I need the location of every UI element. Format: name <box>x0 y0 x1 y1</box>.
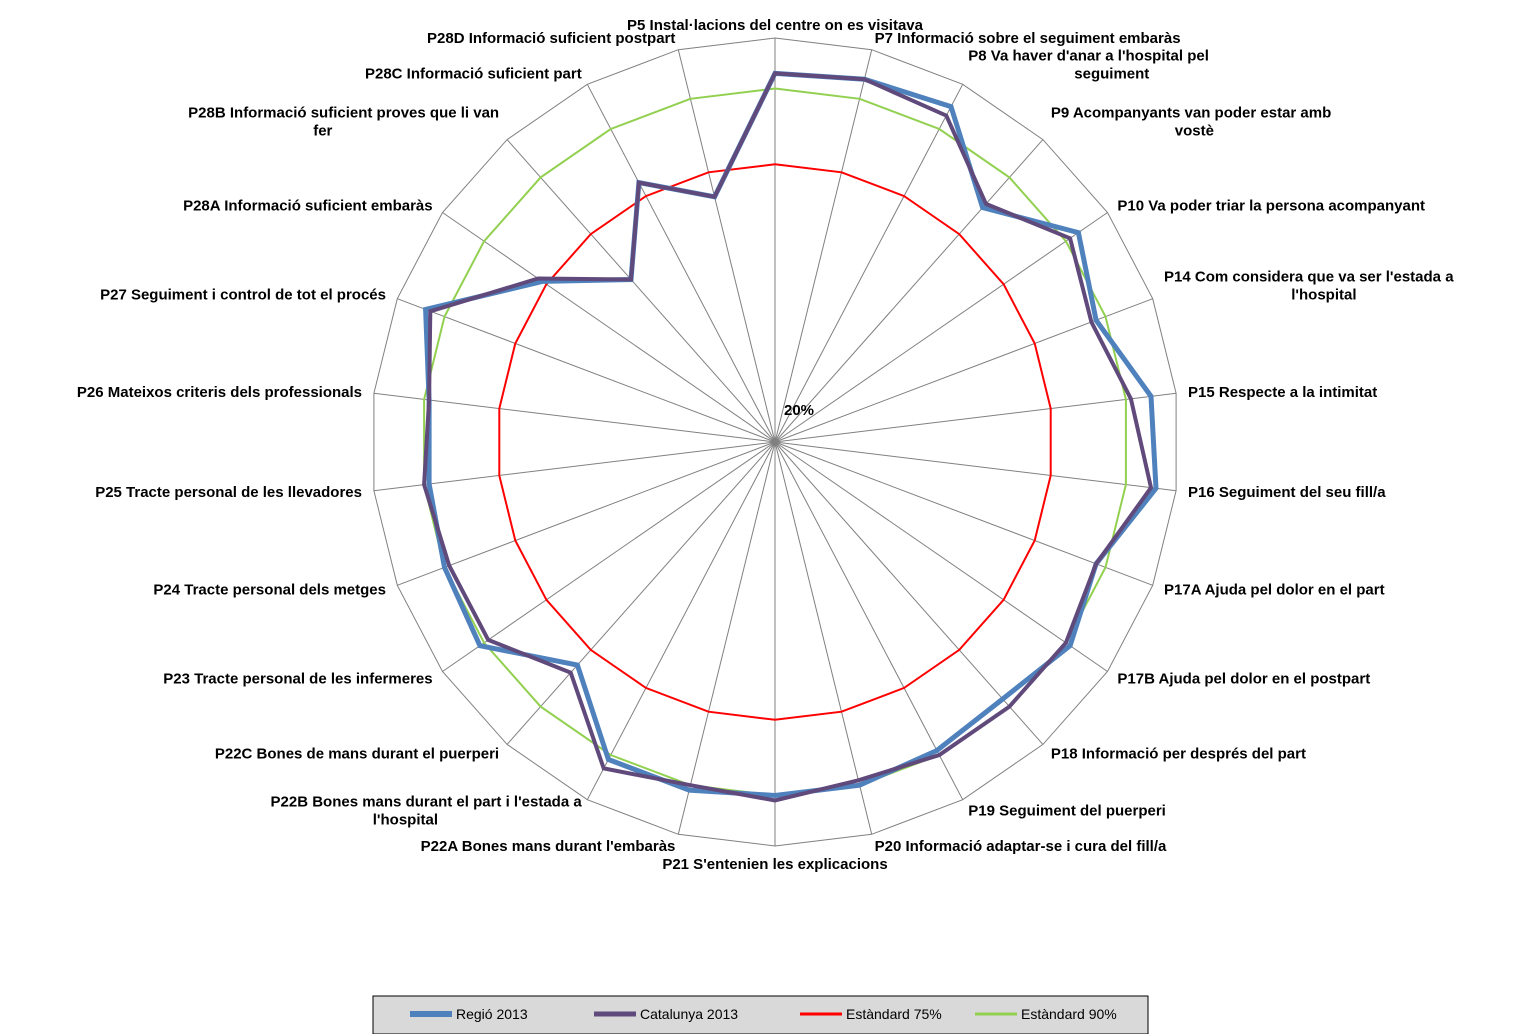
category-label: P27 Seguiment i control de tot el procés <box>100 287 386 304</box>
grid-spoke <box>774 441 1044 745</box>
category-label: P5 Instal·lacions del centre on es visit… <box>627 17 924 34</box>
category-label: P22B Bones mans durant el part i l'estad… <box>271 793 583 828</box>
grid-spoke <box>373 392 776 443</box>
grid-spoke <box>774 441 873 835</box>
category-label: P10 Va poder triar la persona acompanyan… <box>1117 198 1425 215</box>
legend-item-3: Estàndard 75% <box>800 1006 942 1022</box>
category-label: P24 Tracte personal dels metges <box>153 582 386 599</box>
category-label: P28C Informació suficient part <box>365 66 582 83</box>
radar-series <box>422 70 1159 803</box>
category-label: P17B Ajuda pel dolor en el postpart <box>1117 670 1370 687</box>
series-line-2 <box>422 71 1154 803</box>
radar-grid <box>373 37 1177 847</box>
category-label: P25 Tracte personal de les llevadores <box>95 484 362 501</box>
grid-spoke <box>774 49 873 443</box>
legend: Regió 2013 Catalunya 2013 Estàndard 75% Est… <box>372 995 1149 1034</box>
category-label: P22A Bones mans durant l'embaràs <box>421 838 676 855</box>
category-label: P28A Informació suficient embaràs <box>183 198 433 215</box>
series-line-3 <box>498 163 1052 721</box>
grid-spoke <box>442 212 776 443</box>
legend-item-1: Regió 2013 <box>410 1006 528 1022</box>
grid-spoke <box>677 49 776 443</box>
grid-spoke <box>774 441 964 800</box>
category-label: P18 Informació per després del part <box>1051 745 1306 762</box>
legend-label: Regió 2013 <box>456 1006 528 1022</box>
grid-spoke <box>586 84 776 443</box>
legend-box <box>372 995 1149 1034</box>
legend-label: Estàndard 75% <box>846 1006 942 1022</box>
grid-spoke <box>397 441 776 586</box>
grid-spoke <box>373 441 776 492</box>
category-label: P20 Informació adaptar-se i cura del fil… <box>875 838 1167 855</box>
category-label: P8 Va haver d'anar a l'hospital pel segui… <box>968 48 1209 83</box>
category-label: P28B Informació suficient proves que li … <box>188 105 499 140</box>
grid-spoke <box>774 212 1108 443</box>
tick-label: 20% <box>784 402 814 419</box>
grid-spoke <box>774 441 1108 672</box>
category-label: P23 Tracte personal de les infermeres <box>163 670 432 687</box>
grid-spoke <box>506 139 776 443</box>
grid-spoke <box>774 139 1044 443</box>
category-label: P21 S'entenien les explicacions <box>662 856 887 873</box>
category-label: P26 Mateixos criteris dels professionals <box>77 384 362 401</box>
series-line-1 <box>423 70 1159 799</box>
axis-labels: 20% P5 Instal·lacions del centre on es vi… <box>77 17 1454 873</box>
legend-label: Estàndard 90% <box>1021 1006 1117 1022</box>
grid-spoke <box>586 441 776 800</box>
legend-label: Catalunya 2013 <box>640 1006 738 1022</box>
grid-spoke <box>677 441 776 835</box>
legend-item-2: Catalunya 2013 <box>594 1006 738 1022</box>
category-label: P22C Bones de mans durant el puerperi <box>215 745 499 762</box>
category-label: P9 Acompanyants van poder estar amb vostè <box>1051 105 1331 140</box>
grid-spoke <box>774 392 1177 443</box>
grid-spoke <box>506 441 776 745</box>
grid-spoke <box>774 441 1177 492</box>
grid-spoke <box>774 441 1153 586</box>
category-label: P28D Informació suficient postpart <box>427 30 675 47</box>
grid-spoke <box>397 298 776 443</box>
category-label: P19 Seguiment del puerperi <box>968 802 1166 819</box>
grid-spoke <box>442 441 776 672</box>
legend-item-4: Estàndard 90% <box>975 1006 1117 1022</box>
category-label: P17A Ajuda pel dolor en el part <box>1164 582 1385 599</box>
category-label: P16 Seguiment del seu fill/a <box>1188 484 1386 501</box>
category-label: P15 Respecte a la intimitat <box>1188 384 1377 401</box>
category-label: P7 Informació sobre el seguiment embaràs <box>875 30 1181 47</box>
grid-spoke <box>774 84 964 443</box>
